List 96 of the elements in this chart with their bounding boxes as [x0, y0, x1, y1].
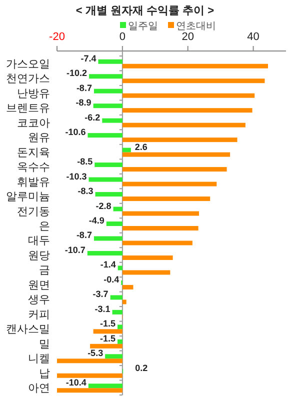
data-label: -10.4: [66, 378, 86, 388]
data-label: -1.5: [100, 333, 116, 344]
bar: [122, 182, 217, 186]
bar: [122, 138, 238, 142]
data-label: -8.9: [76, 98, 92, 108]
legend-label: 일주일: [128, 21, 158, 32]
y-tick-label: 금: [39, 264, 50, 277]
bar: [113, 206, 122, 212]
y-tick-label: 납: [39, 368, 50, 380]
legend-label: 연초대비: [176, 21, 216, 32]
bar: [122, 167, 227, 172]
data-label: 0.2: [135, 362, 148, 373]
bar: [122, 196, 210, 202]
bar: [93, 329, 122, 334]
bar: [88, 177, 122, 182]
x-tick-label: 0: [119, 31, 126, 43]
y-tick-label: 브렌트유: [6, 102, 50, 115]
y-tick-label: 원당: [28, 250, 50, 262]
bar: [106, 222, 122, 226]
bar: [122, 108, 252, 113]
data-label: -4.9: [88, 216, 104, 226]
data-label: -10.3: [66, 171, 87, 182]
chart-title: < 개별 원자재 수익률 추이 >: [76, 5, 214, 17]
bar: [57, 358, 122, 364]
bar: [122, 300, 126, 304]
bar: [87, 250, 122, 256]
bar: [89, 74, 122, 79]
y-tick-label: 돈지육: [17, 146, 50, 159]
y-tick-label: 밀: [39, 338, 50, 350]
y-tick-label: 옥수수: [17, 162, 50, 174]
y-tick-label: 알루미늄: [6, 191, 50, 204]
bar: [110, 295, 122, 300]
y-tick-label: 난방유: [17, 88, 50, 100]
bar: [122, 270, 170, 275]
bar: [118, 266, 122, 270]
bar: [93, 104, 122, 108]
bar: [122, 93, 255, 98]
data-label: -10.6: [65, 127, 86, 138]
data-label: -8.5: [77, 156, 93, 167]
y-tick-label: 캔사스밀: [6, 324, 50, 336]
bar: [122, 211, 199, 216]
bar: [94, 162, 122, 168]
x-tick-label: 20: [182, 31, 194, 43]
data-label: -8.7: [76, 82, 92, 93]
bar: [122, 148, 131, 152]
bar: [94, 236, 122, 241]
y-tick-label: 아연: [28, 382, 50, 395]
data-label: -5.3: [88, 348, 104, 358]
y-tick-label: 대두: [28, 235, 50, 248]
data-label: -3.7: [92, 289, 108, 300]
bar: [95, 192, 122, 197]
bar: [122, 240, 192, 246]
bar: [118, 324, 122, 330]
bar: [122, 152, 230, 157]
data-label: -1.4: [100, 260, 116, 270]
bar: [90, 344, 122, 348]
y-tick-label: 휘발유: [17, 176, 50, 188]
y-tick-label: 생우: [28, 294, 50, 306]
y-tick-label: 전기동: [17, 206, 50, 218]
bar: [98, 59, 122, 64]
x-tick-label: 40: [247, 31, 260, 43]
bar: [57, 388, 122, 393]
y-tick-label: 은: [39, 220, 50, 232]
bar: [122, 226, 198, 230]
bar: [94, 88, 122, 94]
y-tick-label: 커피: [28, 308, 50, 321]
data-label: -7.4: [80, 53, 96, 64]
y-tick-label: 가스오일: [6, 58, 50, 70]
bar: [102, 118, 122, 123]
bar: [122, 284, 134, 290]
bar: [122, 64, 268, 68]
bar: [57, 373, 122, 378]
y-tick-label: 코코아: [17, 117, 50, 130]
data-label: -3.1: [94, 304, 110, 314]
y-tick-label: 천연가스: [6, 73, 50, 86]
data-label: -8.7: [76, 230, 92, 240]
data-label: -1.5: [100, 318, 116, 329]
data-label: 2.6: [134, 142, 148, 152]
bar: [88, 384, 122, 388]
bar: [122, 78, 265, 84]
bar: [88, 133, 122, 138]
data-label: -10.2: [66, 68, 88, 78]
y-tick-label: 원유: [28, 132, 50, 144]
x-tick-label: -20: [49, 31, 65, 43]
data-label: -0.4: [104, 274, 120, 284]
data-label: -8.3: [78, 186, 94, 196]
data-label: -10.7: [64, 244, 86, 255]
data-label: -6.2: [84, 112, 100, 122]
y-tick-label: 원면: [28, 279, 50, 292]
bar: [122, 122, 246, 128]
bar: [112, 310, 122, 314]
bar: [105, 354, 122, 359]
bar: [118, 339, 122, 344]
y-tick-label: 니켈: [28, 353, 50, 366]
data-label: -2.8: [96, 200, 112, 211]
bar: [122, 255, 173, 260]
